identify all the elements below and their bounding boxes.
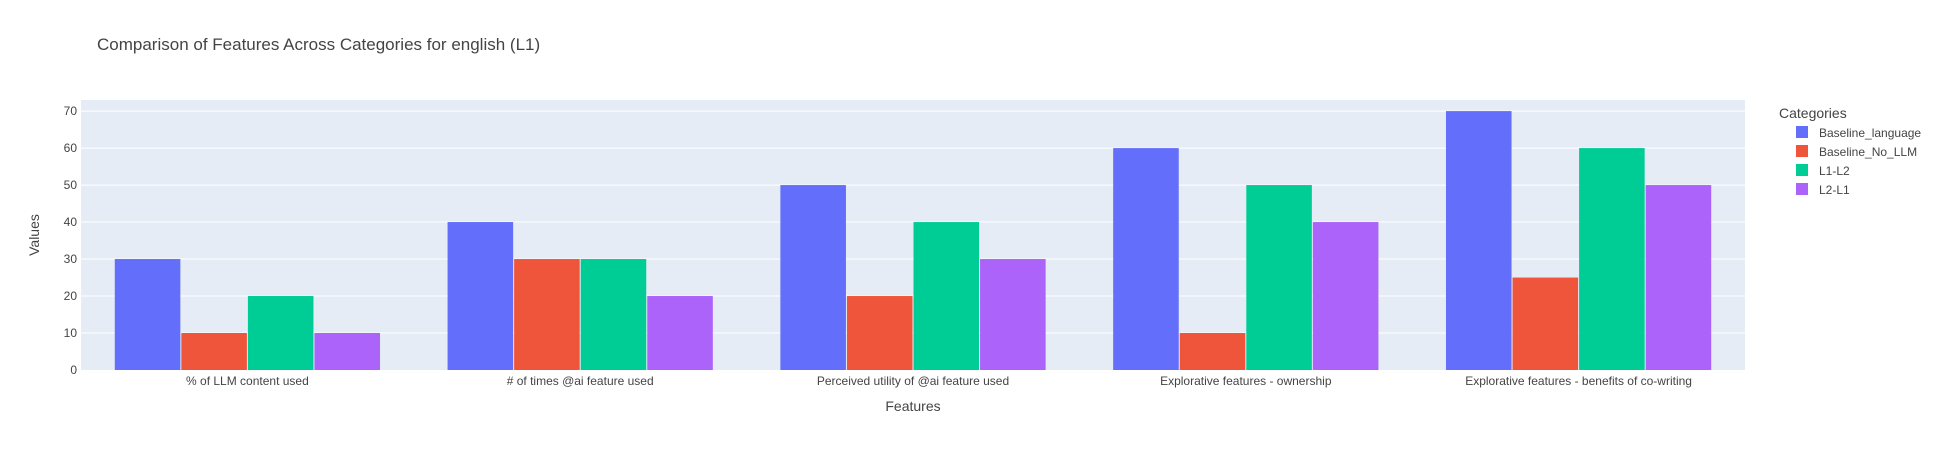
legend-swatch[interactable] <box>1796 145 1808 157</box>
y-axis-ticks: 0 10 20 30 40 50 60 70 <box>64 104 78 377</box>
legend-swatch[interactable] <box>1796 183 1808 195</box>
legend-label[interactable]: Baseline_No_LLM <box>1819 145 1917 159</box>
y-tick-label: 30 <box>64 252 78 266</box>
bar-baseline-no-llm <box>1512 277 1579 370</box>
bar-baseline-no-llm <box>514 259 580 370</box>
y-tick-label: 10 <box>64 326 78 340</box>
bar-baseline-language <box>1445 111 1512 371</box>
legend-label[interactable]: Baseline_language <box>1819 126 1921 140</box>
legend: Categories Baseline_language Baseline_No_… <box>1779 105 1921 197</box>
y-tick-label: 60 <box>64 141 78 155</box>
bars <box>114 111 1712 371</box>
bar-baseline-no-llm <box>181 333 247 370</box>
x-tick-label: % of LLM content used <box>186 374 309 388</box>
bar-baseline-language <box>1113 148 1179 370</box>
legend-swatch[interactable] <box>1796 126 1808 138</box>
bar-l2-l1 <box>1312 222 1379 370</box>
y-tick-label: 20 <box>64 289 78 303</box>
x-tick-label: # of times @ai feature used <box>507 374 654 388</box>
bar-l2-l1 <box>314 333 381 370</box>
x-tick-label: Perceived utility of @ai feature used <box>817 374 1009 388</box>
bar-l2-l1 <box>1645 185 1712 370</box>
legend-label[interactable]: L2-L1 <box>1819 183 1850 197</box>
y-tick-label: 50 <box>64 178 78 192</box>
bar-l1-l2 <box>1246 185 1312 370</box>
y-tick-label: 40 <box>64 215 78 229</box>
legend-label[interactable]: L1-L2 <box>1819 164 1850 178</box>
bar-l2-l1 <box>647 296 713 370</box>
y-axis-label: Values <box>26 214 42 256</box>
bar-baseline-no-llm <box>846 296 913 370</box>
bar-l1-l2 <box>1579 148 1645 370</box>
bar-l1-l2 <box>580 259 647 370</box>
legend-title: Categories <box>1779 105 1847 121</box>
x-axis-ticks: % of LLM content used # of times @ai feat… <box>186 374 1692 388</box>
bar-baseline-no-llm <box>1179 333 1246 370</box>
x-axis-label: Features <box>885 398 940 414</box>
y-tick-label: 70 <box>64 104 78 118</box>
legend-swatch[interactable] <box>1796 164 1808 176</box>
bar-l2-l1 <box>980 259 1046 370</box>
x-tick-label: Explorative features - ownership <box>1160 374 1332 388</box>
bar-l1-l2 <box>247 296 314 370</box>
x-tick-label: Explorative features - benefits of co-wr… <box>1465 374 1692 388</box>
legend-items: Baseline_language Baseline_No_LLM L1-L2 L2-… <box>1796 126 1921 197</box>
y-tick-label: 0 <box>70 363 77 377</box>
bar-l1-l2 <box>913 222 980 370</box>
bar-baseline-language <box>447 222 514 370</box>
bar-baseline-language <box>114 259 181 370</box>
chart-title: Comparison of Features Across Categories… <box>97 35 540 54</box>
bar-baseline-language <box>780 185 846 370</box>
